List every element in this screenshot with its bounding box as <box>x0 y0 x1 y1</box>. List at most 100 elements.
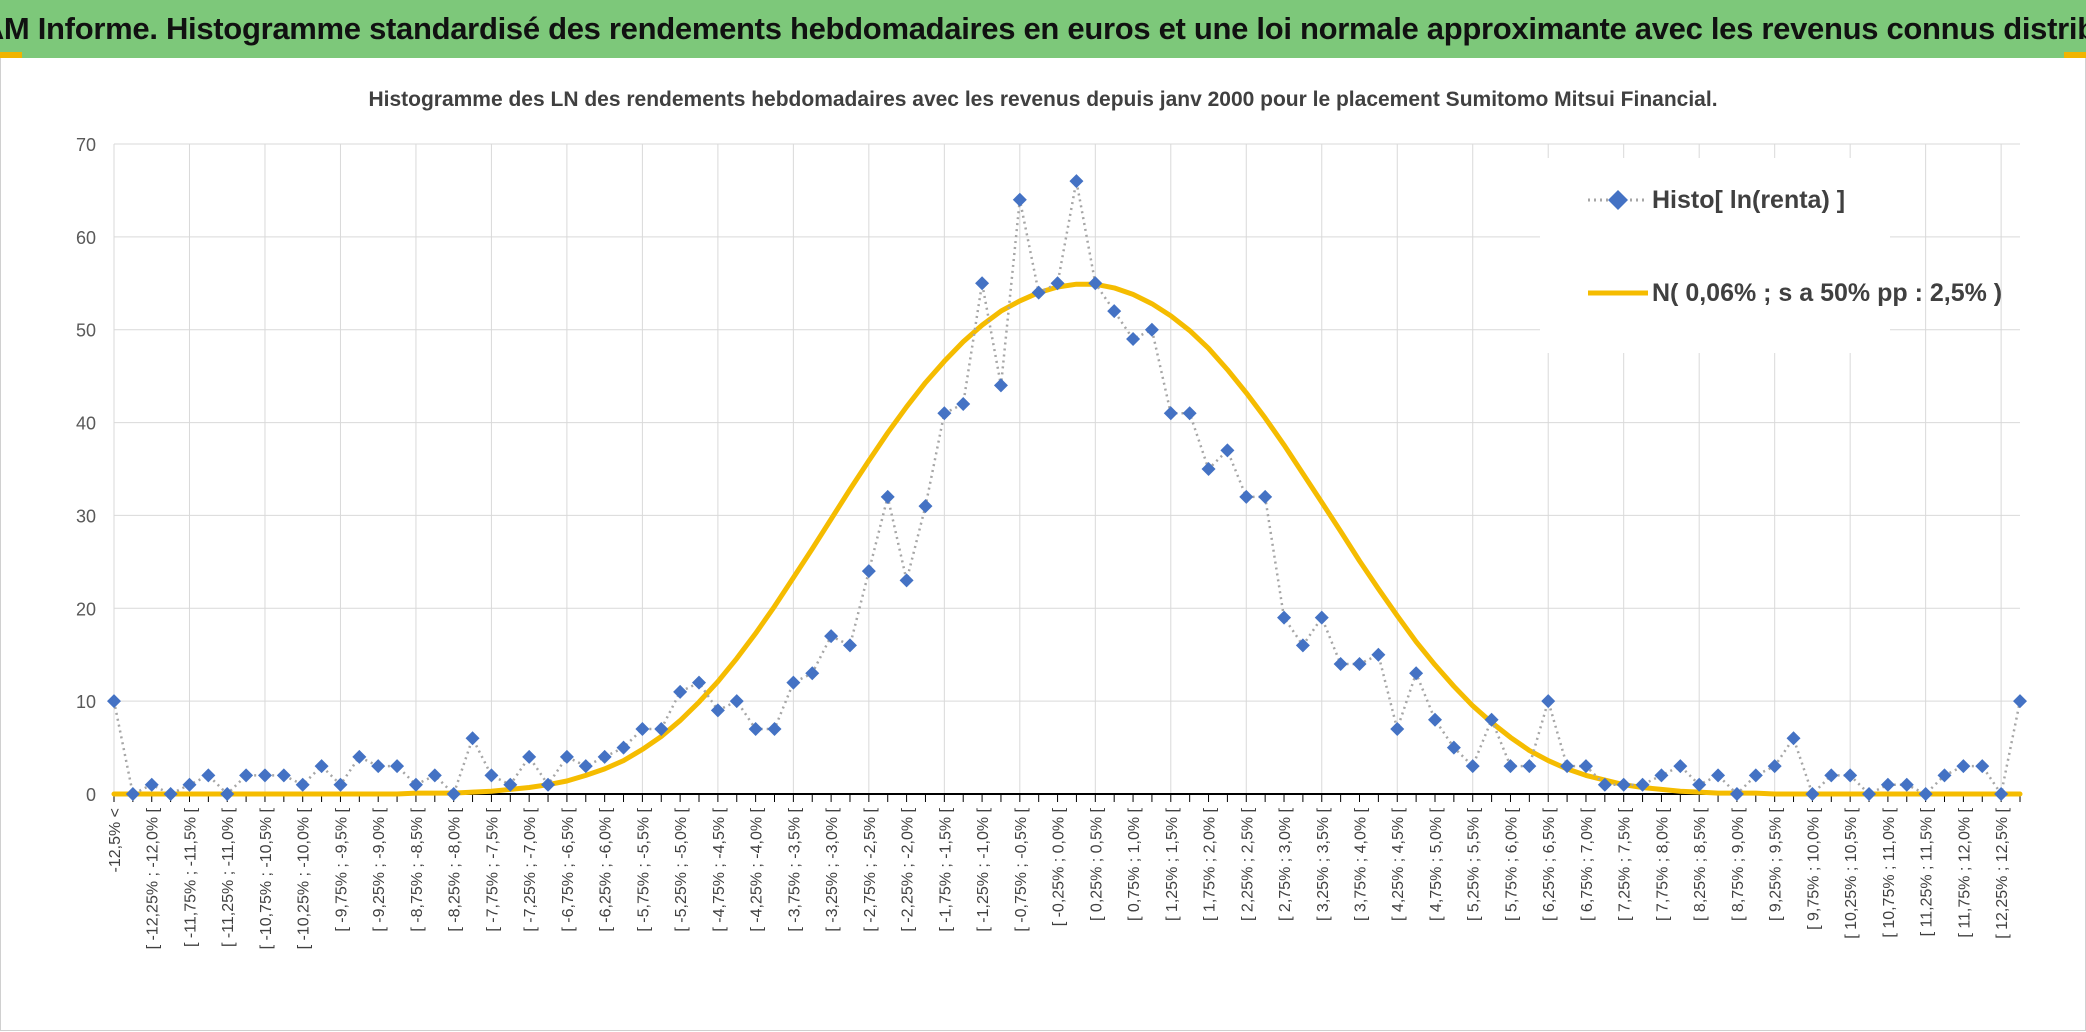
histo-diamond-point <box>1126 332 1141 346</box>
x-tick-label: [ 1,75% ; 2,0% [ <box>1202 807 1219 921</box>
histo-diamond-point <box>107 694 121 709</box>
x-tick-label: [ 7,75% ; 8,0% [ <box>1654 807 1671 921</box>
histo-diamond-point <box>616 740 631 755</box>
histo-diamond-point <box>1692 777 1707 792</box>
x-tick-label: [ -1,25% ; -1,0% [ <box>975 807 992 931</box>
histo-diamond-point <box>767 722 782 736</box>
histo-diamond-point <box>824 629 839 644</box>
x-tick-label: [ 12,25% ; 12,5% [ <box>1994 807 2011 938</box>
y-tick-label: 20 <box>76 599 96 619</box>
histo-diamond-point <box>390 759 405 774</box>
histo-diamond-point <box>201 768 216 783</box>
histo-diamond-point <box>239 768 254 783</box>
histo-diamond-point <box>1899 777 1914 792</box>
report-banner-title: ADAM Informe. Histogramme standardisé de… <box>0 0 2086 58</box>
histo-diamond-point <box>1088 276 1103 291</box>
histo-diamond-point <box>729 694 744 709</box>
histo-diamond-point <box>1711 768 1726 783</box>
histo-diamond-point <box>1843 768 1858 783</box>
histogram-series <box>107 174 2027 801</box>
x-tick-label: [ 9,25% ; 9,5% [ <box>1768 807 1785 921</box>
legend-label-histo: Histo[ ln(renta) ] <box>1652 186 1845 214</box>
histo-diamond-point <box>597 749 612 764</box>
histo-diamond-point <box>1390 722 1405 736</box>
histo-diamond-point <box>673 684 688 699</box>
x-tick-label: [ 3,25% ; 3,5% [ <box>1315 807 1332 921</box>
histo-diamond-point <box>1163 406 1178 421</box>
histo-diamond-point <box>1465 759 1480 774</box>
histo-diamond-point <box>144 777 159 792</box>
histo-diamond-point <box>805 666 820 681</box>
x-tick-label: [ -5,75% ; -5,5% [ <box>635 807 652 931</box>
y-tick-labels: 0 10 20 30 40 50 60 70 <box>76 135 96 805</box>
x-tick-label: [ -1,75% ; -1,5% [ <box>937 807 954 931</box>
histo-diamond-point <box>465 731 480 746</box>
x-tick-label: [ 3,75% ; 4,0% [ <box>1353 807 1370 921</box>
histo-diamond-point <box>1956 759 1971 774</box>
histo-diamond-point <box>1409 666 1424 681</box>
y-tick-label: 50 <box>76 321 96 341</box>
y-tick-label: 60 <box>76 228 96 248</box>
histo-diamond-point <box>163 787 178 801</box>
histo-diamond-point <box>1880 777 1895 792</box>
histo-diamond-point <box>635 722 650 736</box>
histo-diamond-point <box>1654 768 1669 783</box>
histo-diamond-point <box>975 276 990 291</box>
x-tick-label: [ -7,75% ; -7,5% [ <box>484 807 501 931</box>
histo-diamond-point <box>182 777 197 792</box>
legend-diamond-marker-icon <box>1608 190 1628 210</box>
x-tick-label: [ 2,75% ; 3,0% [ <box>1277 807 1294 921</box>
histo-diamond-point <box>937 406 952 421</box>
histo-diamond-point <box>842 638 857 653</box>
y-tick-label: 10 <box>76 692 96 712</box>
x-tick-label: [ 7,25% ; 7,5% [ <box>1617 807 1634 921</box>
x-tick-label: [ 4,25% ; 4,5% [ <box>1390 807 1407 921</box>
histo-diamond-point <box>1541 694 1556 709</box>
x-tick-label: [ 10,75% ; 11,0% [ <box>1881 807 1898 937</box>
histo-diamond-point <box>1144 322 1159 337</box>
histo-diamond-point <box>1975 759 1990 774</box>
histo-diamond-point <box>2013 694 2027 709</box>
histo-diamond-point <box>125 787 140 801</box>
histo-diamond-point <box>503 777 518 792</box>
x-tick-label: [ -6,75% ; -6,5% [ <box>560 807 577 931</box>
histo-diamond-point <box>710 703 725 718</box>
x-tick-label: [ 0,25% ; 0,5% [ <box>1088 807 1105 921</box>
y-tick-label: 0 <box>86 785 96 805</box>
x-tick-label: [ 5,75% ; 6,0% [ <box>1503 807 1520 921</box>
histo-diamond-point <box>1729 787 1744 801</box>
histo-diamond-point <box>1295 638 1310 653</box>
y-tick-label: 40 <box>76 414 96 434</box>
x-tick-label: [ -7,25% ; -7,0% [ <box>522 807 539 931</box>
x-tick-label: [ -11,25% ; -11,0% [ <box>220 807 237 947</box>
histo-diamond-point <box>1031 285 1046 300</box>
histo-diamond-point <box>1333 657 1348 671</box>
histo-diamond-point <box>1522 759 1537 774</box>
x-tick-labels: -12,5% < [ -12,25% ; -12,0% [[ -11,75% ; … <box>107 807 2011 949</box>
histo-diamond-point <box>446 787 461 801</box>
histo-diamond-point <box>1616 777 1631 792</box>
histo-diamond-point <box>1597 777 1612 792</box>
histo-diamond-point <box>1258 489 1273 504</box>
histo-diamond-point <box>956 397 971 411</box>
histo-diamond-point <box>1862 787 1877 801</box>
banner-corner-left <box>0 52 22 58</box>
x-tick-label: [ 6,75% ; 7,0% [ <box>1579 807 1596 921</box>
histo-diamond-point <box>1314 610 1329 625</box>
histo-diamond-point <box>484 768 499 783</box>
chart-legend: Histo[ ln(renta) ] N( 0,06% ; s a 50% pp… <box>1540 158 2002 353</box>
x-tick-label: [ -2,75% ; -2,5% [ <box>862 807 879 931</box>
histo-diamond-point <box>1560 759 1575 774</box>
x-tick-label: [ 11,75% ; 12,0% [ <box>1956 807 1973 937</box>
x-tick-label: [ 8,75% ; 9,0% [ <box>1730 807 1747 921</box>
normal-curve-series <box>111 281 2023 797</box>
x-tick-label: [ 4,75% ; 5,0% [ <box>1428 807 1445 921</box>
histogram-chart: 0 10 20 30 40 50 60 70 -12,5% < [ -12,25% ; -12,… <box>76 88 2027 949</box>
y-tick-label: 70 <box>76 135 96 155</box>
legend-background <box>1540 158 1890 353</box>
histo-diamond-point <box>1748 768 1763 783</box>
chart-title: Histogramme des LN des rendements hebdom… <box>368 88 1717 111</box>
histo-diamond-point <box>541 777 556 792</box>
histo-diamond-point <box>257 768 272 783</box>
histo-diamond-point <box>899 573 914 588</box>
